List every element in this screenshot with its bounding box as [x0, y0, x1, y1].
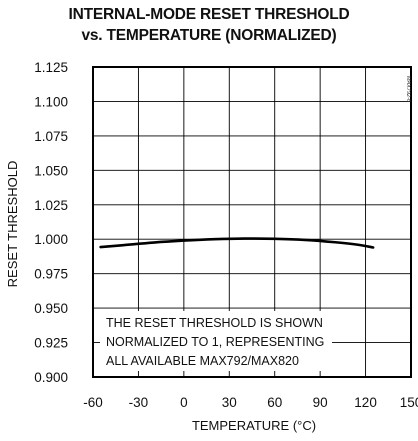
x-tick-label: 120	[354, 395, 377, 410]
y-tick-label: 0.975	[34, 267, 68, 282]
y-tick-label: 0.900	[34, 370, 68, 385]
chart-title: INTERNAL-MODE RESET THRESHOLD vs. TEMPER…	[0, 4, 418, 46]
annotation: THE RESET THRESHOLD IS SHOWN NORMALIZED T…	[100, 311, 332, 371]
figure-id: MAX792-6	[405, 76, 411, 103]
y-tick-labels: 0.900 0.925 0.950 0.975 1.000 1.025 1.050 1.075…	[34, 60, 68, 385]
chart-title-line-1: INTERNAL-MODE RESET THRESHOLD	[68, 6, 350, 23]
annotation-line: NORMALIZED TO 1, REPRESENTING	[106, 335, 324, 349]
plot-frame	[92, 66, 412, 378]
annotation-background	[100, 311, 332, 371]
annotation-line: ALL AVAILABLE MAX792/MAX820	[106, 354, 299, 368]
chart-title-line-2: vs. TEMPERATURE (NORMALIZED)	[81, 27, 337, 44]
y-tick-label: 1.075	[34, 129, 68, 144]
x-tick-label: -60	[83, 395, 103, 410]
x-axis-label: TEMPERATURE (°C)	[192, 418, 316, 433]
x-tick-label: 90	[313, 395, 328, 410]
y-tick-label: 1.000	[34, 232, 68, 247]
annotation-line: THE RESET THRESHOLD IS SHOWN	[106, 316, 323, 330]
x-tick-label: -30	[129, 395, 149, 410]
y-tick-label: 0.950	[34, 301, 68, 316]
x-tick-label: 0	[180, 395, 188, 410]
y-tick-label: 1.100	[34, 94, 68, 109]
series-line	[99, 237, 375, 249]
x-tick-labels: -60 -30 0 30 60 90 120 150	[83, 395, 418, 410]
x-tick-label: 60	[267, 395, 282, 410]
x-tick-label: 150	[400, 395, 418, 410]
y-axis-label: RESET THRESHOLD	[5, 161, 20, 288]
series-layer	[99, 237, 375, 249]
y-tick-label: 1.025	[34, 198, 68, 213]
y-tick-label: 1.050	[34, 163, 68, 178]
y-tick-label: 1.125	[34, 60, 68, 75]
y-tick-label: 0.925	[34, 336, 68, 351]
x-tick-label: 30	[222, 395, 237, 410]
